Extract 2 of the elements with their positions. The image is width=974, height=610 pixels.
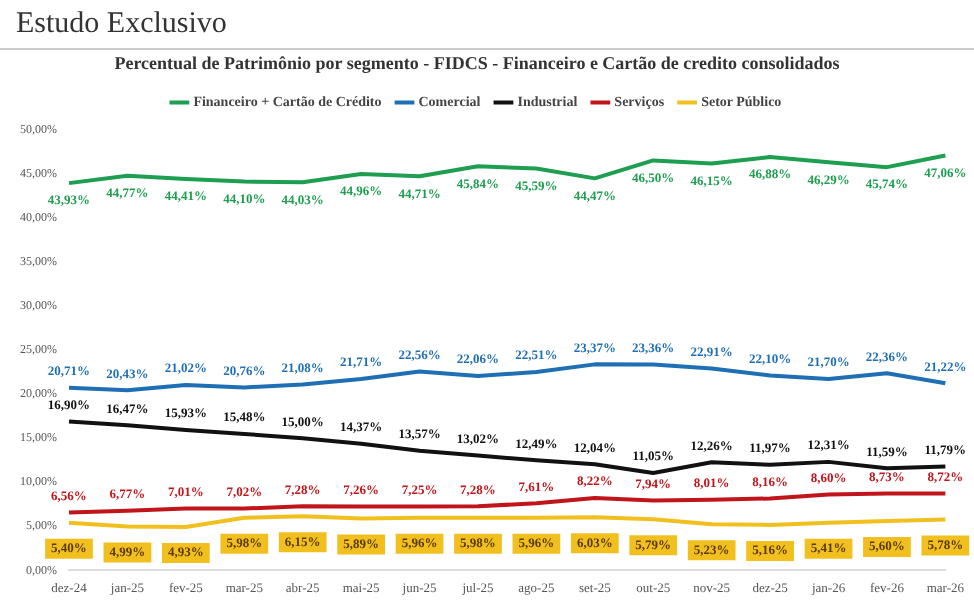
chart-title: Percentual de Patrimônio por segmento - FIDCS - Financeiro e Cartão de credito consolidados: [114, 53, 841, 74]
text: Estudo Exclusivo: [16, 7, 227, 41]
